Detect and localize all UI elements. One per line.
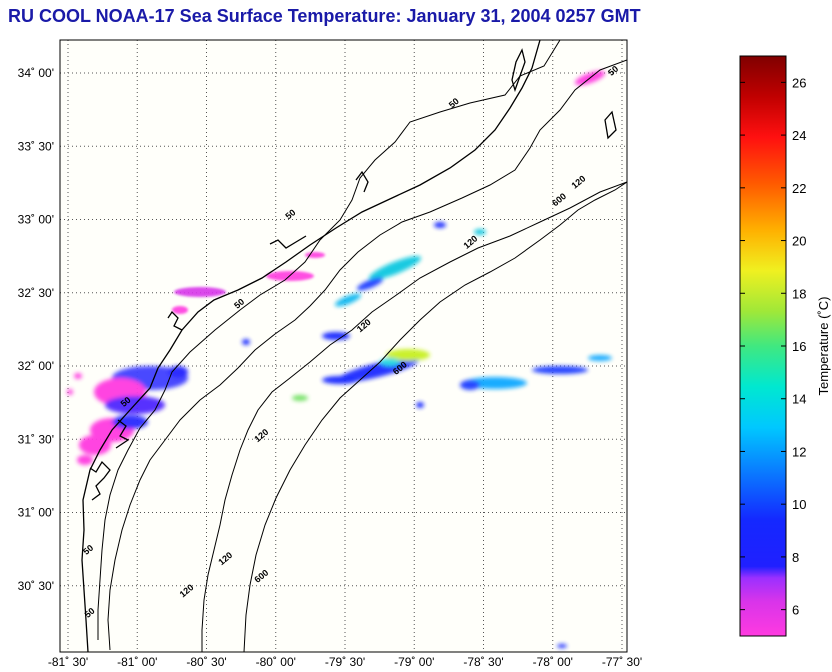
lon-tick-label: -77˚ 30' bbox=[602, 655, 642, 669]
lon-tick-label: -78˚ 00' bbox=[533, 655, 573, 669]
lon-tick-label: -81˚ 30' bbox=[48, 655, 88, 669]
colorbar-tick-label: 22 bbox=[792, 181, 806, 196]
colorbar: 6 8 10 12 14 16 18 20 22 24 26 Temperature (˚C) bbox=[739, 55, 831, 637]
colorbar-tick-label: 12 bbox=[792, 444, 806, 459]
colorbar-tick-label: 24 bbox=[792, 128, 806, 143]
contour-depth-label: 50 bbox=[606, 64, 620, 78]
lon-tick-label: -78˚ 30' bbox=[463, 655, 503, 669]
colorbar-tick-label: 16 bbox=[792, 339, 806, 354]
colorbar-gradient bbox=[740, 56, 786, 636]
lon-tick-label: -81˚ 00' bbox=[117, 655, 157, 669]
lon-tick-label: -80˚ 30' bbox=[186, 655, 226, 669]
lat-tick-label: 31˚ 30' bbox=[18, 432, 54, 446]
map-background bbox=[60, 40, 627, 652]
lon-tick-label: -80˚ 00' bbox=[256, 655, 296, 669]
colorbar-tick-label: 6 bbox=[792, 603, 799, 618]
lon-tick-label: -79˚ 00' bbox=[394, 655, 434, 669]
colorbar-tick-label: 8 bbox=[792, 550, 799, 565]
lat-tick-label: 33˚ 30' bbox=[18, 139, 54, 153]
lon-tick-label: -79˚ 30' bbox=[325, 655, 365, 669]
contour-depth-label: 50 bbox=[81, 543, 95, 557]
latitude-tick-labels: 34˚ 00' 33˚ 30' 33˚ 00' 32˚ 30' 32˚ 00' 31˚ 3… bbox=[18, 66, 54, 593]
colorbar-tick-label: 14 bbox=[792, 392, 806, 407]
contour-depth-label: 50 bbox=[119, 395, 133, 409]
coastline bbox=[81, 40, 617, 652]
contour-depth-label: 50 bbox=[447, 96, 461, 110]
lat-tick-label: 33˚ 00' bbox=[18, 213, 54, 227]
lat-tick-label: 30˚ 30' bbox=[18, 579, 54, 593]
map-frame bbox=[59, 39, 628, 653]
lat-tick-label: 32˚ 00' bbox=[18, 359, 54, 373]
graticule bbox=[60, 40, 627, 652]
colorbar-tick-label: 18 bbox=[792, 286, 806, 301]
colorbar-tick-label: 26 bbox=[792, 75, 806, 90]
lat-tick-label: 34˚ 00' bbox=[18, 66, 54, 80]
colorbar-label: Temperature (˚C) bbox=[816, 297, 831, 396]
contour-depth-label: 50 bbox=[232, 297, 246, 311]
contour-depth-label: 50 bbox=[83, 606, 97, 620]
lat-tick-label: 32˚ 30' bbox=[18, 286, 54, 300]
map-title: RU COOL NOAA-17 Sea Surface Temperature:… bbox=[8, 6, 641, 26]
colorbar-ticks: 6 8 10 12 14 16 18 20 22 24 26 bbox=[740, 75, 806, 618]
lat-tick-label: 31˚ 00' bbox=[18, 506, 54, 520]
colorbar-tick-label: 10 bbox=[792, 497, 806, 512]
contour-depth-label: 50 bbox=[283, 207, 297, 221]
bathymetry-contours bbox=[97, 40, 627, 652]
map-panel: 5050505050505012012012012012012060060060… bbox=[18, 39, 642, 669]
longitude-tick-labels: -81˚ 30' -81˚ 00' -80˚ 30' -80˚ 00' -79˚ 30'… bbox=[48, 655, 642, 669]
colorbar-tick-label: 20 bbox=[792, 234, 806, 249]
